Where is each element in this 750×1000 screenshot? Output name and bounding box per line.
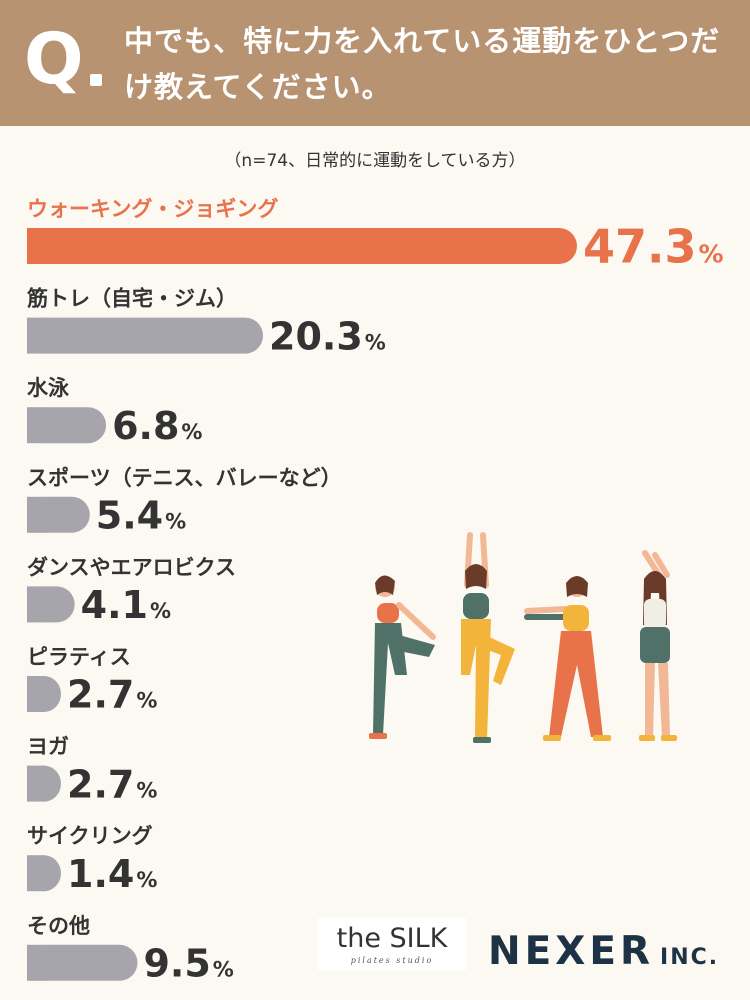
bar-left-edge [27,944,45,981]
category-label: 筋トレ（自宅・ジム） [26,287,237,311]
data-label: 2.7% [67,673,157,717]
category-label: ウォーキング・ジョギング [27,197,278,221]
nexer-logo: NEXER INC. [488,930,719,980]
data-label: 6.8% [112,404,202,448]
nexer-logo-suffix: INC. [660,945,720,970]
bar-left-edge [27,496,45,533]
bar [27,407,107,444]
bar-left-edge [27,855,45,892]
category-label: その他 [27,914,90,938]
category-label: ピラティス [27,645,131,669]
bar-left-edge [27,228,45,264]
bar-left-edge [27,317,45,354]
question-header: Q 中でも、特に力を入れている運動をひとつだけ教えてください。 [0,0,750,126]
exercise-figure-1 [369,575,436,739]
data-label: 1.4% [67,852,157,896]
bar [27,944,138,981]
bar [27,228,577,264]
bar-left-edge [27,765,45,802]
data-label: 9.5% [143,941,233,985]
data-label: 2.7% [67,762,157,806]
category-label: 水泳 [27,376,70,400]
data-label: 47.3% [583,220,724,274]
data-label: 20.3% [269,314,386,358]
category-label: ダンスやエアロビクス [27,555,236,579]
data-label: 4.1% [81,583,171,627]
bar [27,317,264,354]
q-dot [90,74,102,86]
silk-logo-subtext: pilates studio [350,956,434,965]
data-label: 5.4% [96,493,186,537]
silk-logo-text: the SILK [336,923,448,954]
women-exercising-illustration [369,532,677,743]
nexer-logo-text: NEXER [488,929,655,974]
sample-note: （n=74、日常的に運動をしている方） [224,151,526,171]
the-silk-logo: the SILK pilates studio [318,918,466,970]
category-label: サイクリング [27,824,153,848]
exercise-figure-3 [524,576,611,741]
question-text: 中でも、特に力を入れている運動をひとつだけ教えてください。 [124,24,721,104]
exercise-figure-4 [639,550,677,741]
bar-left-edge [27,407,45,444]
category-label: スポーツ（テニス、バレーなど） [27,466,342,490]
q-mark: Q [24,18,84,100]
exercise-figure-2 [461,532,515,743]
bar-left-edge [27,676,45,712]
category-label: ヨガ [27,735,69,759]
bar-left-edge [27,586,45,623]
